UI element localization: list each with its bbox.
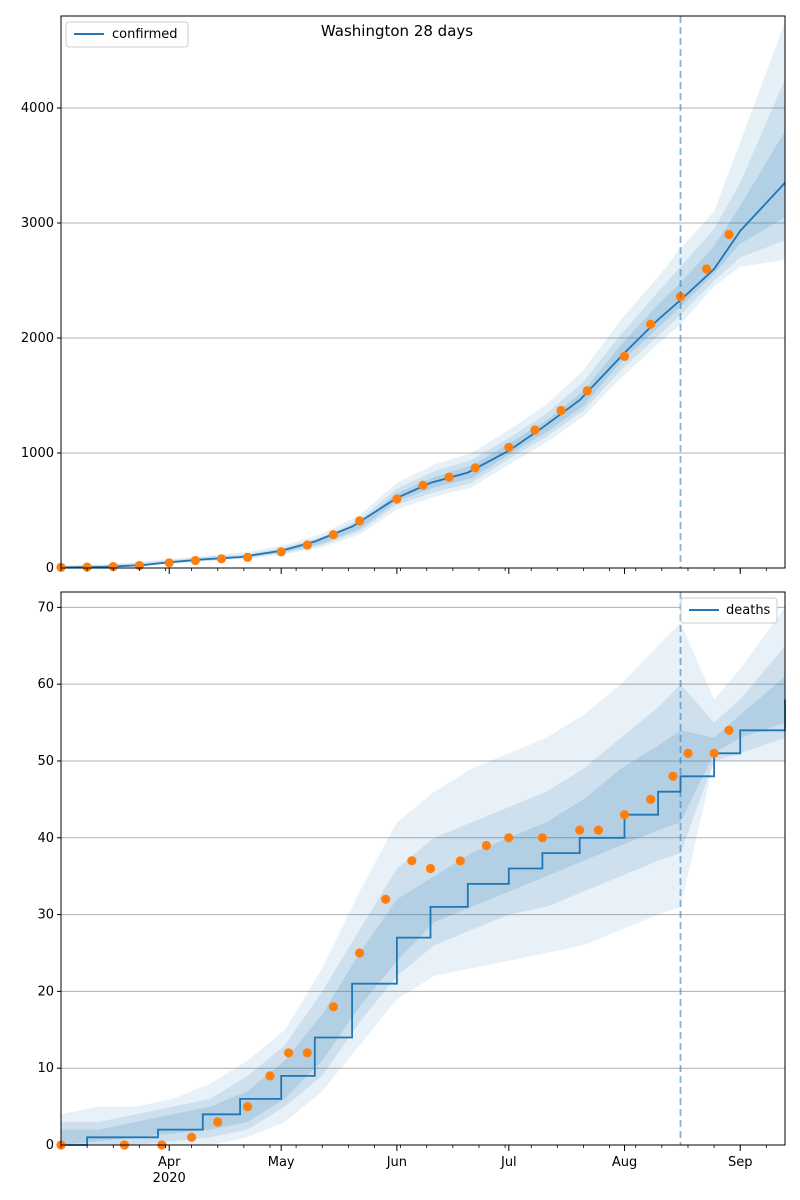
y-tick-label: 3000 bbox=[21, 216, 54, 231]
observed-point bbox=[187, 1132, 197, 1142]
observed-point bbox=[683, 748, 693, 758]
observed-point bbox=[470, 463, 480, 473]
observed-point bbox=[276, 547, 286, 557]
legend-label-deaths: deaths bbox=[726, 603, 771, 618]
observed-point bbox=[724, 229, 734, 240]
observed-point bbox=[582, 386, 592, 396]
uncertainty-band bbox=[61, 79, 785, 569]
observed-point bbox=[444, 472, 454, 482]
observed-point bbox=[575, 825, 585, 835]
observed-point bbox=[381, 894, 391, 904]
observed-point bbox=[530, 425, 540, 435]
model-line bbox=[60, 182, 786, 569]
observed-point bbox=[243, 552, 253, 563]
observed-point bbox=[216, 554, 227, 564]
y-tick-label: 1000 bbox=[21, 446, 54, 461]
y-tick-label: 40 bbox=[37, 831, 54, 846]
axes-frame bbox=[60, 591, 786, 1146]
observed-point bbox=[82, 562, 92, 572]
y-tick-label: 70 bbox=[37, 600, 54, 615]
observed-point bbox=[355, 516, 365, 526]
observed-point bbox=[709, 748, 719, 758]
observed-point bbox=[425, 863, 436, 874]
observed-point bbox=[284, 1048, 294, 1058]
y-tick-label: 50 bbox=[37, 754, 54, 769]
x-tick-label: Jun bbox=[386, 1155, 407, 1170]
observed-point bbox=[328, 1002, 338, 1012]
observed-point bbox=[190, 555, 200, 566]
y-tick-label: 10 bbox=[37, 1061, 54, 1076]
observed-point bbox=[481, 840, 491, 851]
top-panel: 0 1000 2000 3000 4000 Washington 28 days con… bbox=[21, 15, 786, 576]
y-tick-label: 0 bbox=[46, 561, 54, 576]
observed-point bbox=[213, 1117, 223, 1127]
observed-point bbox=[724, 725, 734, 735]
top-plot-area: 0 1000 2000 3000 4000 bbox=[21, 15, 786, 576]
observed-point bbox=[646, 319, 656, 329]
observed-point bbox=[355, 948, 365, 958]
observed-point bbox=[619, 351, 630, 361]
chart-title: Washington 28 days bbox=[321, 22, 473, 40]
observed-point bbox=[328, 530, 338, 540]
observed-point bbox=[455, 856, 465, 866]
observed-point bbox=[392, 494, 402, 504]
observed-point bbox=[556, 405, 566, 416]
x-tick-label: Jul bbox=[500, 1155, 517, 1170]
y-tick-label: 2000 bbox=[21, 331, 54, 346]
y-tick-label: 0 bbox=[46, 1138, 54, 1153]
y-tick-label: 30 bbox=[37, 908, 54, 923]
top-legend: confirmed bbox=[65, 21, 189, 48]
observed-point bbox=[504, 442, 514, 452]
axes-frame bbox=[60, 15, 786, 569]
observed-point bbox=[668, 771, 678, 781]
legend-box bbox=[680, 597, 778, 624]
x-tick-label: Sep bbox=[728, 1155, 753, 1170]
observed-point bbox=[537, 833, 548, 843]
uncertainty-band bbox=[61, 131, 785, 568]
uncertainty-band bbox=[61, 676, 785, 1145]
observed-point bbox=[108, 562, 118, 572]
observed-point bbox=[619, 810, 630, 820]
uncertainty-band bbox=[61, 645, 785, 1145]
observed-point bbox=[302, 540, 312, 550]
x-tick-sublabel: 2020 bbox=[153, 1171, 186, 1186]
observed-point bbox=[243, 1102, 253, 1112]
observed-point bbox=[407, 856, 417, 866]
y-tick-label: 20 bbox=[37, 984, 54, 999]
x-tick-label: Aug bbox=[612, 1155, 637, 1170]
observed-point bbox=[418, 480, 428, 490]
x-tick-label: Apr bbox=[158, 1155, 181, 1170]
observed-point bbox=[702, 264, 712, 274]
legend-box bbox=[65, 21, 189, 48]
x-tick-label: May bbox=[268, 1155, 295, 1170]
legend-label-confirmed: confirmed bbox=[112, 27, 178, 42]
observed-point bbox=[646, 794, 656, 805]
y-tick-label: 4000 bbox=[21, 101, 54, 116]
observed-point bbox=[302, 1048, 312, 1058]
y-tick-label: 60 bbox=[37, 677, 54, 692]
observed-point bbox=[164, 558, 174, 568]
observed-point bbox=[593, 825, 604, 835]
bottom-legend: deaths bbox=[680, 597, 778, 624]
uncertainty-band bbox=[61, 607, 785, 1145]
observed-point bbox=[504, 833, 514, 843]
observed-point bbox=[265, 1071, 275, 1081]
